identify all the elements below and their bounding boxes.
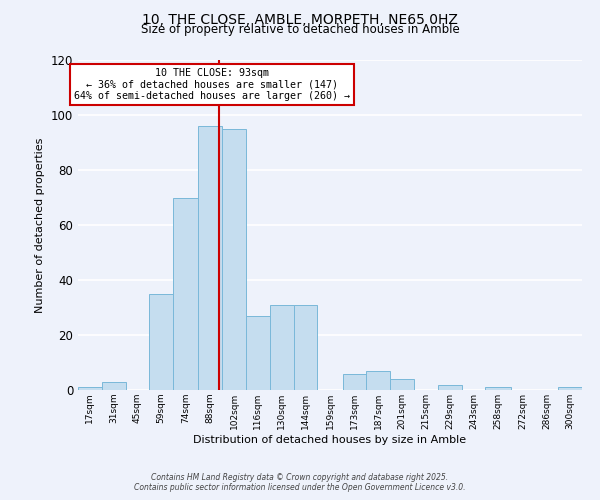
Bar <box>149 294 173 390</box>
Bar <box>438 384 461 390</box>
Bar <box>367 371 390 390</box>
Bar <box>270 304 293 390</box>
Bar <box>173 198 199 390</box>
Bar <box>485 387 511 390</box>
Bar <box>222 128 246 390</box>
Y-axis label: Number of detached properties: Number of detached properties <box>35 138 45 312</box>
Text: Size of property relative to detached houses in Amble: Size of property relative to detached ho… <box>140 22 460 36</box>
Text: 10, THE CLOSE, AMBLE, MORPETH, NE65 0HZ: 10, THE CLOSE, AMBLE, MORPETH, NE65 0HZ <box>142 12 458 26</box>
Bar <box>293 304 317 390</box>
Text: Contains HM Land Registry data © Crown copyright and database right 2025.
Contai: Contains HM Land Registry data © Crown c… <box>134 473 466 492</box>
Bar <box>390 379 414 390</box>
Text: 10 THE CLOSE: 93sqm
← 36% of detached houses are smaller (147)
64% of semi-detac: 10 THE CLOSE: 93sqm ← 36% of detached ho… <box>74 68 350 102</box>
X-axis label: Distribution of detached houses by size in Amble: Distribution of detached houses by size … <box>193 434 467 444</box>
Bar <box>102 382 125 390</box>
Bar <box>558 387 582 390</box>
Bar <box>343 374 367 390</box>
Bar <box>199 126 222 390</box>
Bar <box>78 387 102 390</box>
Bar <box>246 316 270 390</box>
